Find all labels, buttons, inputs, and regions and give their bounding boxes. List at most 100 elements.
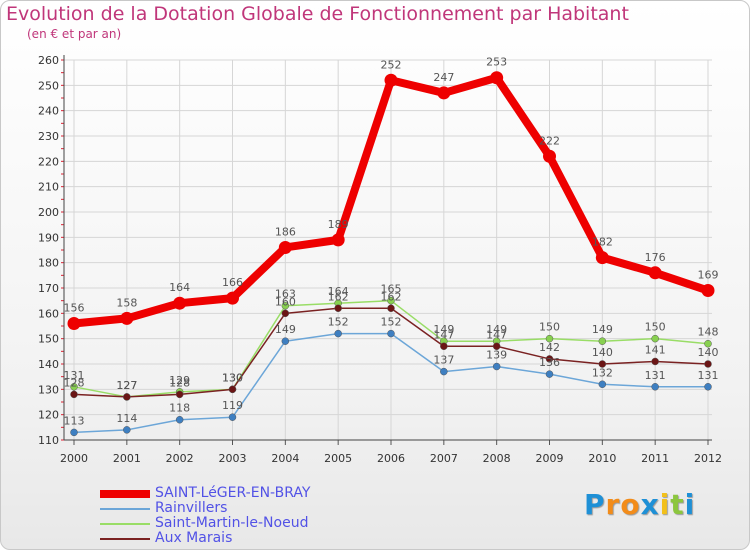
legend-swatch	[100, 507, 150, 510]
axes: 110 120 130 140 150 160 170 180 190 200 210 220 230 2…	[38, 54, 722, 465]
logo-letter: r	[605, 488, 621, 521]
x-tick-label: 2001	[113, 452, 141, 465]
data-label: 252	[381, 58, 402, 71]
data-label: 158	[116, 296, 137, 309]
data-label: 186	[275, 225, 296, 238]
y-tick-label: 140	[38, 358, 59, 371]
data-label: 164	[328, 285, 349, 298]
data-label: 148	[698, 326, 719, 339]
data-label: 182	[592, 236, 613, 249]
series-point-1	[387, 329, 395, 338]
legend-label: Rainvillers	[155, 500, 228, 516]
series-point-0	[701, 284, 715, 298]
series-point-3	[334, 304, 342, 313]
series-point-0	[278, 240, 292, 254]
data-label: 114	[116, 412, 137, 425]
series-point-1	[123, 426, 131, 434]
series-point-2	[281, 301, 290, 310]
y-tick-label: 130	[38, 383, 59, 396]
x-tick-label: 2012	[694, 452, 722, 465]
y-tick-label: 180	[38, 257, 59, 270]
data-label: 166	[222, 276, 243, 289]
y-tick-label: 150	[38, 333, 59, 346]
legend-swatch	[100, 537, 150, 540]
series-point-0	[437, 86, 451, 100]
y-tick-label: 250	[38, 79, 59, 92]
series-point-0	[490, 71, 504, 85]
legend-swatch	[100, 522, 150, 525]
series-point-0	[173, 296, 187, 310]
logo-letter: P	[584, 488, 606, 521]
y-tick-label: 160	[38, 307, 59, 320]
data-label: 137	[433, 354, 454, 367]
series-point-3	[175, 390, 184, 399]
data-label: 130	[222, 371, 243, 384]
data-label: 162	[328, 290, 349, 303]
chart-title: Evolution de la Dotation Globale de Fonc…	[6, 3, 629, 25]
series-point-1	[704, 383, 712, 391]
series-point-1	[281, 337, 290, 345]
y-tick-label: 210	[38, 181, 59, 194]
data-label: 131	[64, 369, 85, 382]
data-label: 160	[275, 295, 296, 308]
series-point-2	[651, 334, 659, 343]
data-label: 140	[592, 346, 613, 359]
data-label: 141	[645, 343, 666, 356]
x-tick-label: 2002	[166, 452, 194, 465]
series-point-1	[440, 367, 448, 376]
logo-letter: t	[670, 488, 685, 521]
y-tick-label: 260	[38, 54, 59, 67]
data-label: 152	[381, 316, 402, 329]
legend-label: Aux Marais	[155, 530, 233, 546]
series-point-3	[123, 393, 131, 401]
data-label: 131	[698, 369, 719, 382]
data-label: 129	[169, 374, 190, 387]
data-label: 189	[328, 218, 349, 231]
series-point-1	[228, 413, 237, 421]
logo-letter: o	[620, 488, 641, 521]
chart-subtitle: (en € et par an)	[27, 27, 122, 41]
legend-label: Saint-Martin-le-Noeud	[155, 515, 309, 531]
data-label: 142	[539, 341, 560, 354]
data-label: 222	[539, 134, 560, 147]
data-label: 247	[433, 71, 454, 84]
data-label: 169	[698, 269, 719, 282]
x-tick-label: 2011	[641, 452, 669, 465]
data-label: 119	[222, 399, 243, 412]
data-label: 147	[433, 328, 454, 341]
data-label: 149	[592, 323, 613, 336]
data-label: 139	[486, 349, 507, 362]
x-tick-label: 2009	[536, 452, 564, 465]
y-tick-label: 230	[38, 130, 59, 143]
data-label: 127	[116, 379, 137, 392]
data-label: 164	[169, 281, 190, 294]
series-point-3	[704, 360, 712, 368]
series-point-2	[70, 383, 78, 391]
data-label: 130	[222, 371, 243, 384]
series-point-0	[331, 233, 345, 247]
series-point-0	[648, 266, 662, 280]
series-point-3	[598, 360, 607, 368]
series-point-1	[598, 380, 607, 389]
series-point-2	[598, 337, 607, 345]
x-tick-label: 2000	[60, 452, 88, 465]
series-point-3	[387, 304, 395, 313]
logo-letter: x	[640, 488, 660, 521]
data-label: 128	[64, 376, 85, 389]
y-tick-label: 220	[38, 155, 59, 168]
data-label: 136	[539, 356, 560, 369]
data-label: 150	[539, 321, 560, 334]
data-label: 140	[698, 346, 719, 359]
series-point-3	[228, 385, 237, 394]
y-tick-label: 170	[38, 282, 59, 295]
data-label: 163	[275, 288, 296, 301]
data-label: 156	[64, 301, 85, 314]
y-tick-label: 110	[38, 434, 59, 447]
data-label: 150	[645, 321, 666, 334]
data-label: 113	[64, 414, 85, 427]
series-point-2	[545, 334, 554, 343]
logo-letter: i	[659, 488, 671, 521]
series-point-3	[440, 342, 448, 351]
series-point-1	[651, 383, 659, 391]
